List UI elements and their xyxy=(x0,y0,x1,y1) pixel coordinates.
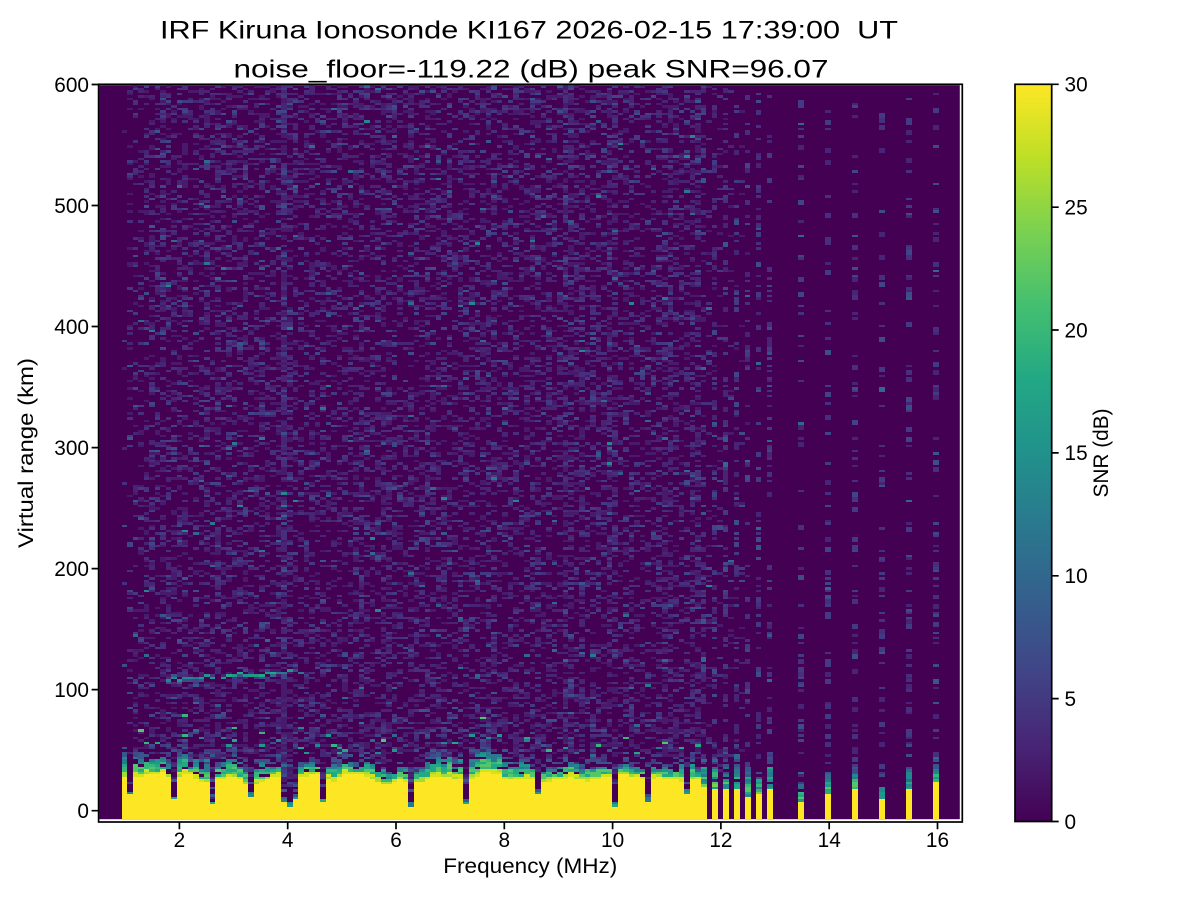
svg-text:20: 20 xyxy=(1065,319,1088,342)
svg-text:400: 400 xyxy=(54,316,89,339)
svg-text:100: 100 xyxy=(54,679,89,702)
svg-text:14: 14 xyxy=(818,829,841,852)
svg-text:500: 500 xyxy=(54,195,89,218)
svg-text:0: 0 xyxy=(1065,811,1077,834)
svg-text:10: 10 xyxy=(1065,565,1088,588)
svg-text:16: 16 xyxy=(926,829,949,852)
svg-text:0: 0 xyxy=(77,800,89,823)
svg-text:600: 600 xyxy=(54,74,89,97)
svg-text:5: 5 xyxy=(1065,688,1077,711)
svg-text:noise_floor=-119.22 (dB) peak: noise_floor=-119.22 (dB) peak SNR=96.07 xyxy=(234,57,829,84)
svg-text:300: 300 xyxy=(54,437,89,460)
svg-text:10: 10 xyxy=(601,829,624,852)
svg-text:Frequency (MHz): Frequency (MHz) xyxy=(443,855,617,878)
svg-text:25: 25 xyxy=(1065,197,1088,220)
svg-text:30: 30 xyxy=(1065,74,1088,97)
svg-text:Virtual range (km): Virtual range (km) xyxy=(15,358,38,548)
svg-text:4: 4 xyxy=(282,829,294,852)
svg-text:IRF Kiruna Ionosonde KI167 202: IRF Kiruna Ionosonde KI167 2026-02-15 17… xyxy=(160,18,898,45)
svg-text:12: 12 xyxy=(709,829,732,852)
svg-text:8: 8 xyxy=(499,829,511,852)
svg-text:6: 6 xyxy=(390,829,402,852)
svg-text:SNR (dB): SNR (dB) xyxy=(1090,409,1113,498)
svg-text:2: 2 xyxy=(174,829,186,852)
svg-text:200: 200 xyxy=(54,558,89,581)
svg-text:15: 15 xyxy=(1065,442,1088,465)
